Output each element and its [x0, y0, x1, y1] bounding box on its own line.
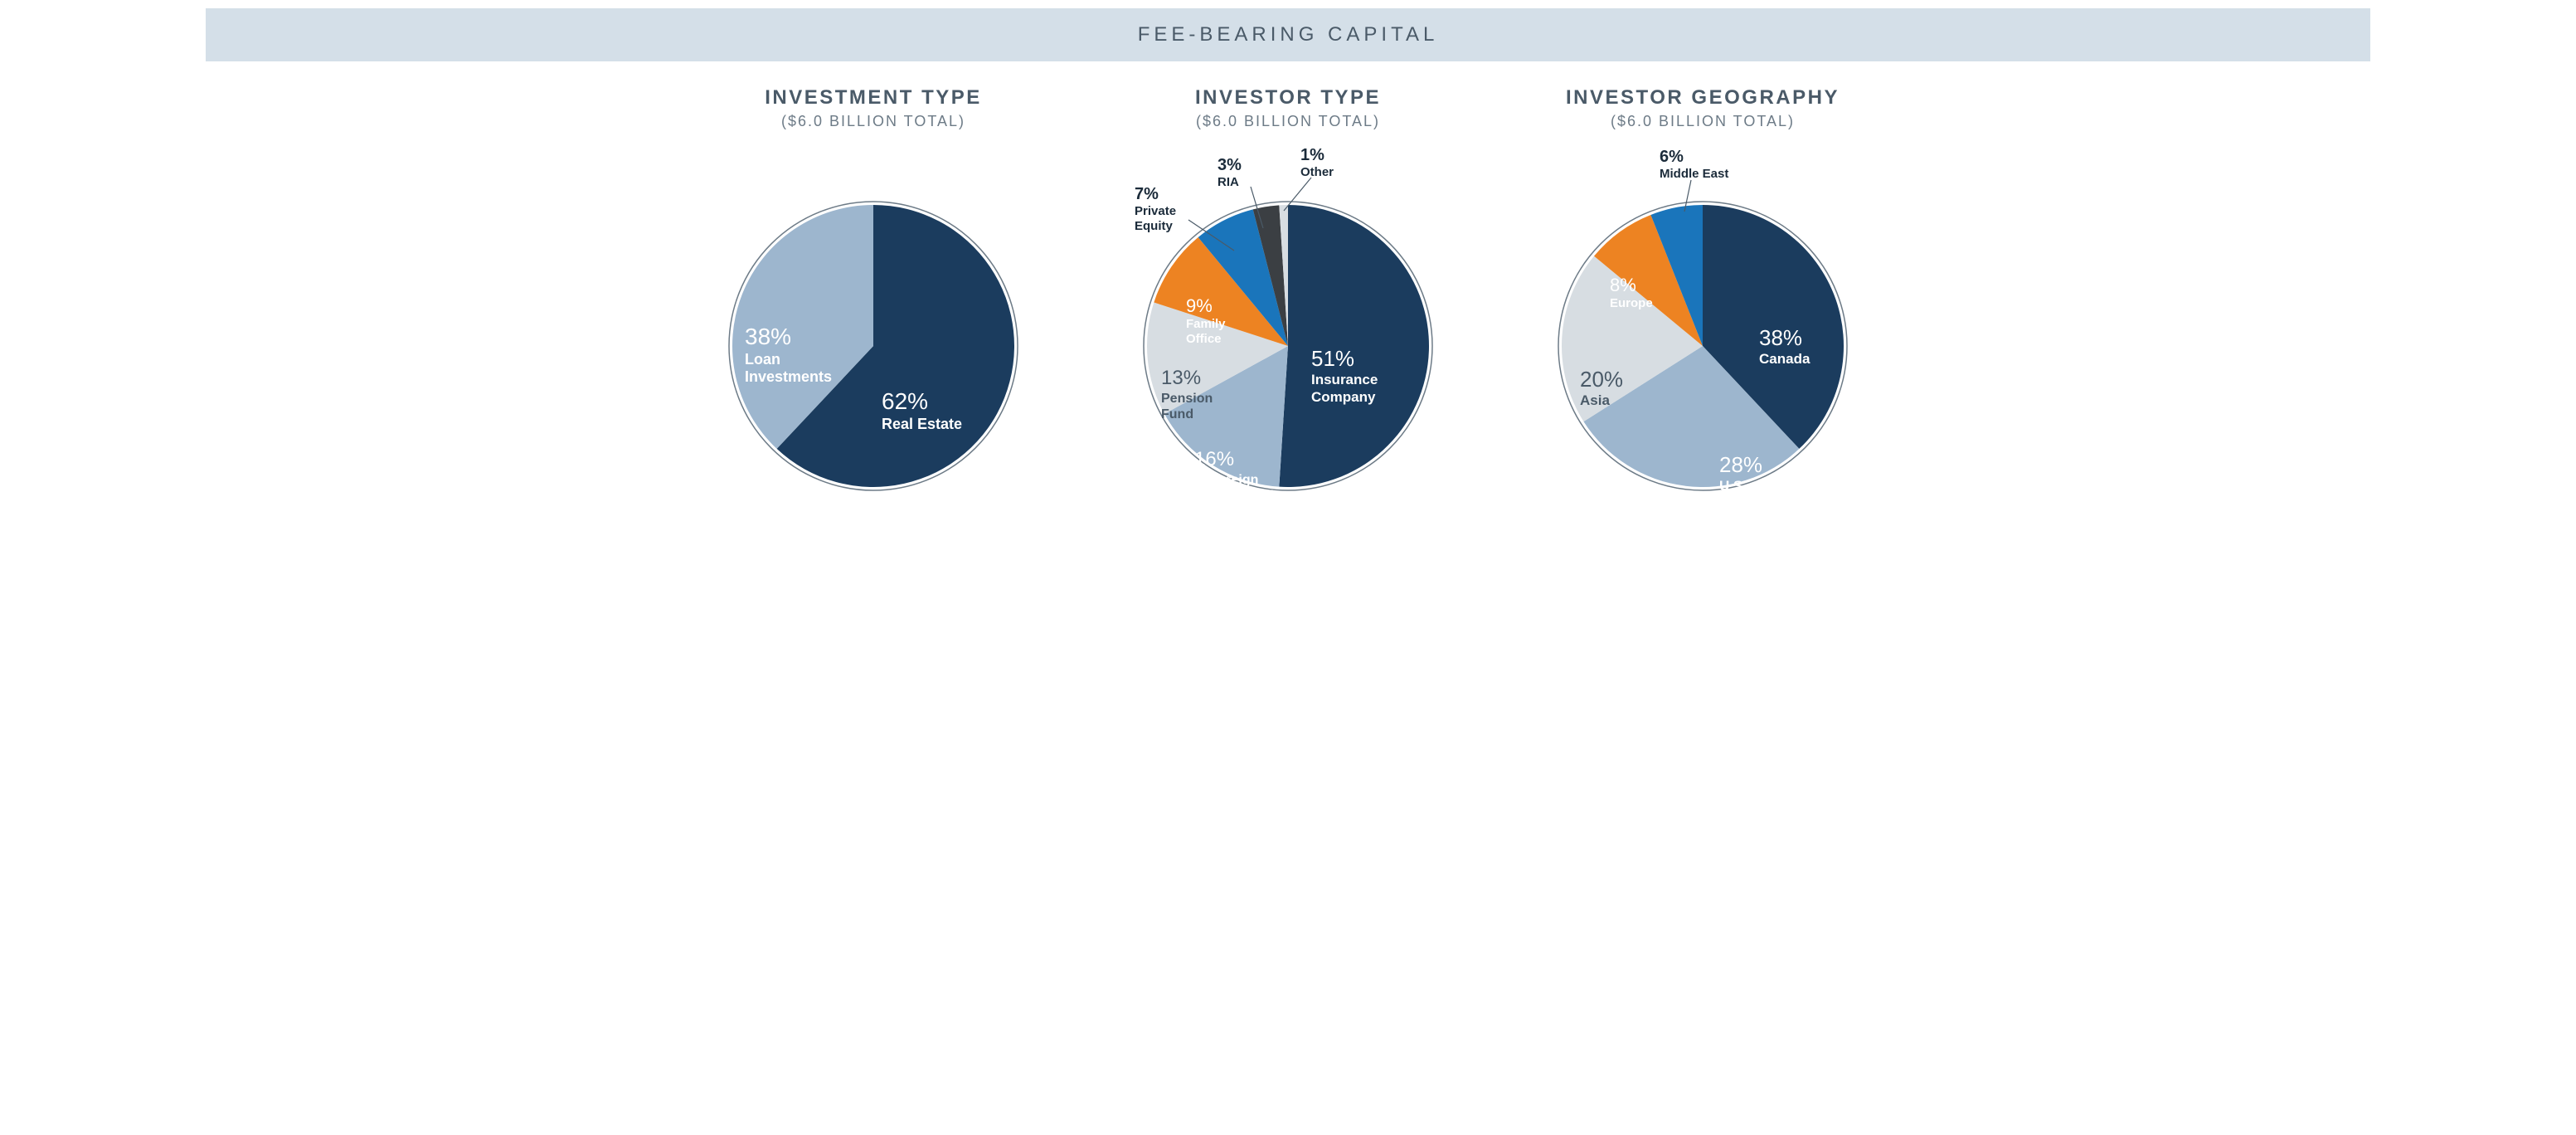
slice-label: 3%RIA — [1218, 155, 1242, 190]
slice-label: 6%Middle East — [1660, 147, 1728, 182]
pie-chart — [1512, 139, 1893, 537]
slice-pct: 38% — [1759, 325, 1802, 350]
slice-pct: 3% — [1218, 156, 1242, 174]
chart-title: INVESTMENT TYPE — [765, 86, 982, 110]
slice-pct: 7% — [1135, 185, 1159, 203]
pie-chart — [683, 139, 1064, 537]
slice-pct: 28% — [1719, 452, 1762, 477]
chart-investment-type: INVESTMENT TYPE ($6.0 BILLION TOTAL) 62% Re… — [683, 86, 1064, 537]
charts-row: INVESTMENT TYPE ($6.0 BILLION TOTAL) 62% Re… — [687, 86, 1889, 537]
slice-label: 7%PrivateEquity — [1135, 184, 1176, 234]
slice-label: 20%Asia — [1580, 367, 1623, 410]
slice-pct: 8% — [1610, 275, 1636, 295]
slice-label: 1%Other — [1300, 145, 1334, 180]
slice-name: SovereignWealth Fund — [1194, 472, 1274, 504]
slice-label: 9%FamilyOffice — [1186, 295, 1226, 347]
slice-label: 16%SovereignWealth Fund — [1194, 448, 1274, 504]
slice-name: LoanInvestments — [745, 351, 832, 387]
slice-label: 13%PensionFund — [1161, 367, 1213, 422]
slice-label: 28%U.S. — [1719, 452, 1762, 495]
chart-title: INVESTOR TYPE — [1195, 86, 1381, 110]
chart-title: INVESTOR GEOGRAPHY — [1566, 86, 1840, 110]
slice-pct: 1% — [1300, 146, 1324, 164]
pie-wrap: 62% Real Estate 38%LoanInvestments — [683, 139, 1064, 537]
slice-name: Other — [1300, 165, 1334, 180]
slice-name: U.S. — [1719, 478, 1762, 494]
slice-label: 8%Europe — [1610, 275, 1653, 311]
slice-pct: 9% — [1186, 295, 1213, 316]
slice-name: Europe — [1610, 296, 1653, 311]
slice-name: RIA — [1218, 175, 1242, 190]
chart-investor-geography: INVESTOR GEOGRAPHY ($6.0 BILLION TOTAL) 38… — [1512, 86, 1893, 537]
slice-pct: 20% — [1580, 367, 1623, 392]
slice-pct: 6% — [1660, 148, 1684, 166]
slice-pct: 16% — [1194, 448, 1234, 470]
slice-label: 62% Real Estate — [882, 387, 962, 433]
chart-subtitle: ($6.0 BILLION TOTAL) — [781, 113, 965, 130]
slice-pct: 13% — [1161, 367, 1201, 389]
slice-pct: 62% — [882, 388, 928, 414]
pie-wrap: 38%Canada 28%U.S. 20%Asia 8%Europe 6%Middle … — [1512, 139, 1893, 537]
slice-pct: 38% — [745, 324, 791, 349]
slice-name: PrivateEquity — [1135, 204, 1176, 234]
slice-name: Asia — [1580, 392, 1623, 409]
chart-investor-type: INVESTOR TYPE ($6.0 BILLION TOTAL) 51%Insu… — [1097, 86, 1479, 537]
slice-name: Canada — [1759, 351, 1810, 368]
slice-name: Middle East — [1660, 167, 1728, 182]
slice-name: InsuranceCompany — [1311, 372, 1378, 406]
slice-label: 51%InsuranceCompany — [1311, 346, 1378, 406]
slice-label: 38%Canada — [1759, 325, 1810, 368]
slice-label: 38%LoanInvestments — [745, 323, 832, 387]
banner: FEE-BEARING CAPITAL — [206, 8, 2369, 61]
chart-subtitle: ($6.0 BILLION TOTAL) — [1196, 113, 1380, 130]
pie-wrap: 51%InsuranceCompany 16%SovereignWealth Fu… — [1097, 139, 1479, 537]
slice-name: PensionFund — [1161, 391, 1213, 422]
banner-title: FEE-BEARING CAPITAL — [1138, 23, 1439, 46]
slice-pct: 51% — [1311, 346, 1354, 371]
chart-subtitle: ($6.0 BILLION TOTAL) — [1611, 113, 1795, 130]
slice-name: FamilyOffice — [1186, 317, 1226, 347]
slice-name: Real Estate — [882, 416, 962, 434]
